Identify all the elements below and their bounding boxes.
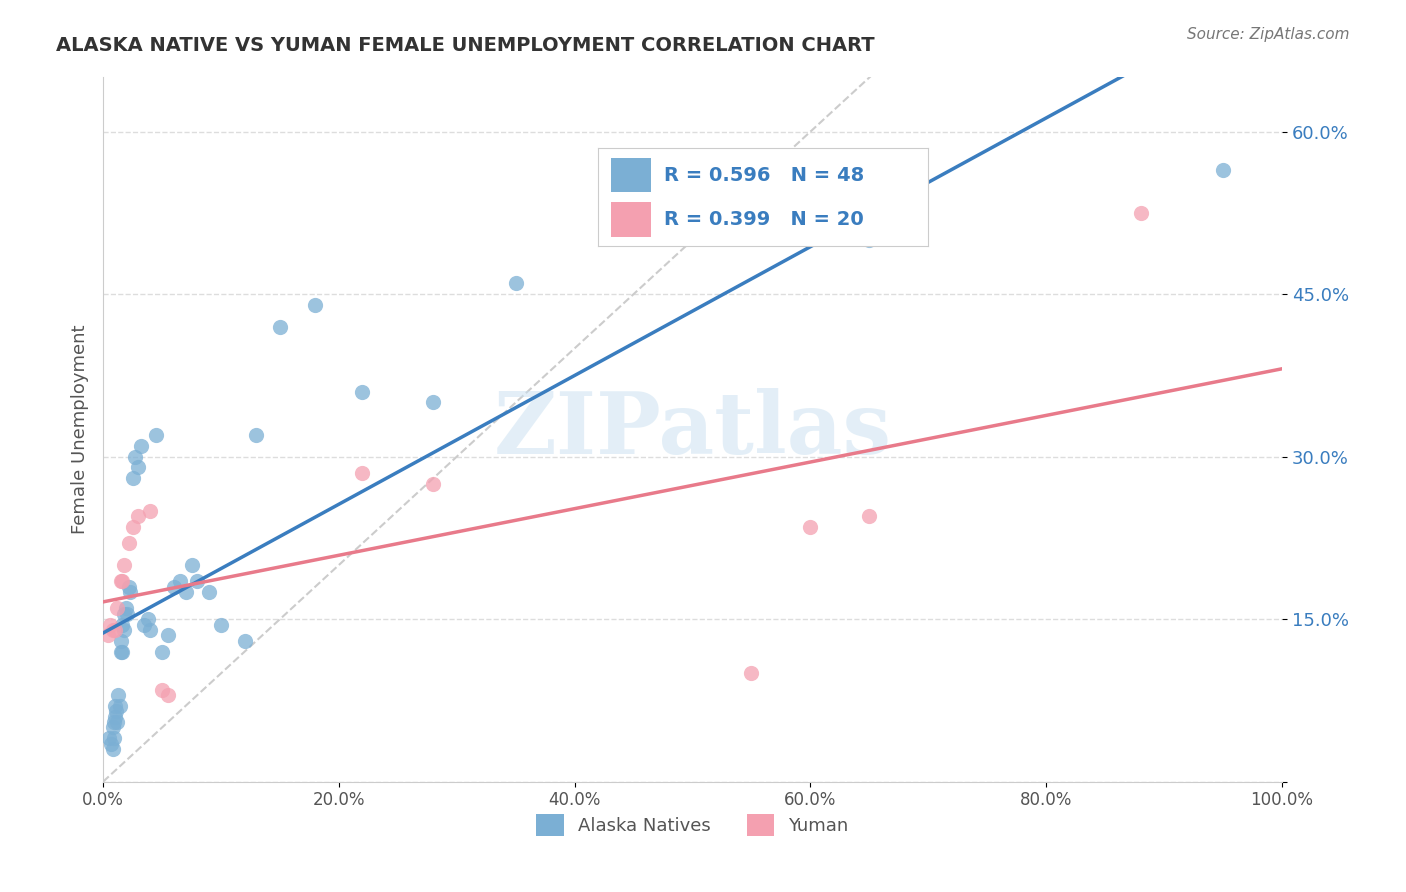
Point — [129, 439, 152, 453]
Point — [352, 466, 374, 480]
Text: ALASKA NATIVE VS YUMAN FEMALE UNEMPLOYMENT CORRELATION CHART: ALASKA NATIVE VS YUMAN FEMALE UNEMPLOYME… — [56, 36, 875, 54]
Point — [505, 277, 527, 291]
Point — [105, 704, 128, 718]
Point — [209, 617, 232, 632]
Point — [136, 612, 159, 626]
Point — [858, 509, 880, 524]
Point — [740, 666, 762, 681]
Point — [139, 623, 162, 637]
Point — [118, 580, 141, 594]
Point — [111, 645, 134, 659]
Legend: Alaska Natives, Yuman: Alaska Natives, Yuman — [529, 806, 856, 843]
Point — [110, 633, 132, 648]
Point — [104, 698, 127, 713]
Point — [110, 574, 132, 589]
Point — [115, 607, 138, 621]
Point — [134, 617, 156, 632]
Point — [98, 731, 121, 746]
Point — [150, 645, 173, 659]
Point — [118, 536, 141, 550]
Point — [105, 601, 128, 615]
Point — [111, 574, 134, 589]
Point — [799, 520, 821, 534]
Text: ZIPatlas: ZIPatlas — [494, 387, 891, 472]
Y-axis label: Female Unemployment: Female Unemployment — [72, 325, 89, 534]
Point — [128, 460, 150, 475]
Point — [101, 623, 124, 637]
Point — [163, 580, 186, 594]
Point — [112, 623, 135, 637]
Point — [269, 319, 291, 334]
Point — [304, 298, 326, 312]
Point — [352, 384, 374, 399]
Point — [104, 623, 127, 637]
Point — [422, 395, 444, 409]
Point — [145, 428, 167, 442]
Point — [103, 731, 125, 746]
Point — [233, 633, 256, 648]
Point — [174, 585, 197, 599]
Point — [101, 742, 124, 756]
Point — [100, 737, 122, 751]
Text: Source: ZipAtlas.com: Source: ZipAtlas.com — [1187, 27, 1350, 42]
Point — [97, 628, 120, 642]
Point — [156, 628, 179, 642]
Point — [105, 715, 128, 730]
Point — [114, 601, 136, 615]
Point — [108, 698, 131, 713]
Point — [112, 558, 135, 572]
Point — [121, 520, 143, 534]
Point — [101, 721, 124, 735]
Point — [124, 450, 146, 464]
Point — [107, 688, 129, 702]
Point — [150, 682, 173, 697]
Point — [120, 585, 142, 599]
Point — [104, 709, 127, 723]
Point — [139, 504, 162, 518]
Point — [110, 645, 132, 659]
Point — [169, 574, 191, 589]
Point — [103, 715, 125, 730]
Point — [422, 476, 444, 491]
Point — [121, 471, 143, 485]
Point — [98, 617, 121, 632]
Point — [1212, 162, 1234, 177]
Point — [858, 233, 880, 247]
Point — [198, 585, 221, 599]
Point — [128, 509, 150, 524]
Point — [180, 558, 202, 572]
Point — [245, 428, 267, 442]
Point — [156, 688, 179, 702]
Point — [186, 574, 208, 589]
Point — [112, 607, 135, 621]
Point — [1129, 206, 1152, 220]
Point — [111, 617, 134, 632]
